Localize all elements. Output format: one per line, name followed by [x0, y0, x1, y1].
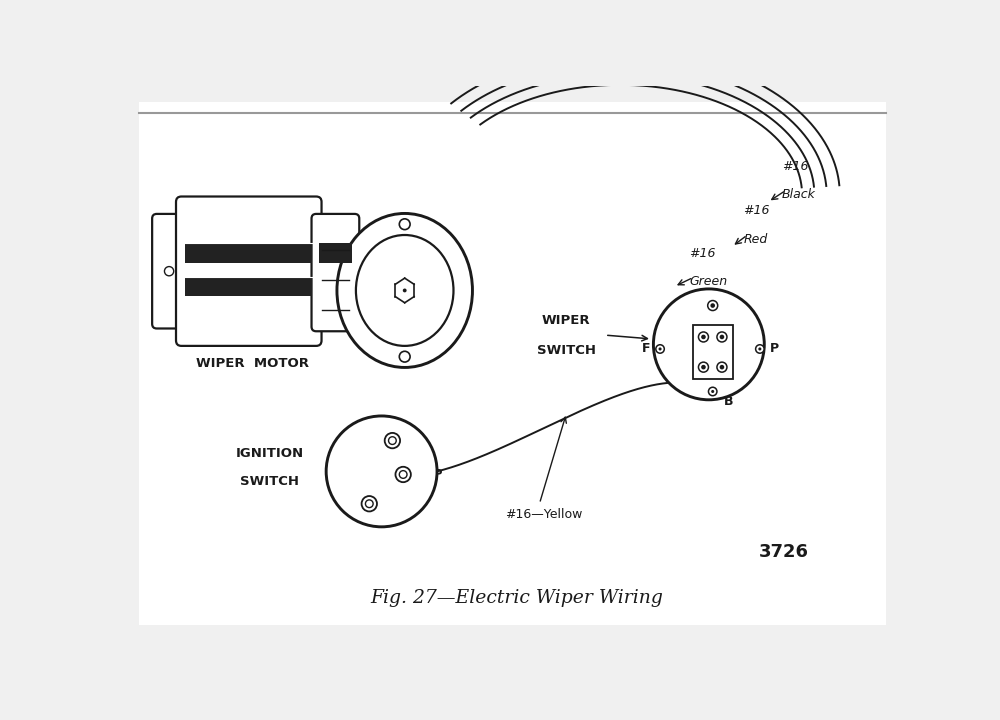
Text: F: F [642, 343, 650, 356]
Circle shape [758, 348, 761, 351]
Bar [319, 243, 352, 263]
Circle shape [708, 387, 717, 396]
Text: WIPER: WIPER [542, 315, 591, 328]
Circle shape [399, 351, 410, 362]
Circle shape [698, 332, 708, 342]
Circle shape [701, 335, 706, 339]
Circle shape [698, 362, 708, 372]
Circle shape [399, 471, 407, 478]
Text: WIPER  MOTOR: WIPER MOTOR [196, 357, 309, 370]
Circle shape [395, 467, 411, 482]
Text: A: A [724, 295, 734, 308]
Circle shape [708, 300, 718, 310]
Text: Black: Black [782, 188, 816, 201]
Circle shape [659, 348, 662, 351]
Circle shape [164, 266, 174, 276]
Circle shape [756, 345, 764, 354]
Text: #16—Yellow: #16—Yellow [505, 508, 582, 521]
Circle shape [399, 219, 410, 230]
Ellipse shape [356, 235, 453, 346]
Circle shape [389, 437, 396, 444]
Text: Red: Red [744, 233, 768, 246]
Text: #16: #16 [744, 204, 770, 217]
Text: COIL: COIL [380, 498, 411, 510]
Circle shape [717, 332, 727, 342]
Circle shape [365, 500, 373, 508]
FancyBboxPatch shape [312, 214, 359, 331]
Circle shape [656, 345, 664, 354]
FancyBboxPatch shape [152, 214, 186, 328]
FancyBboxPatch shape [139, 102, 886, 626]
Text: Green: Green [690, 275, 728, 288]
Bar [185, 276, 312, 296]
Text: GA: GA [403, 436, 422, 449]
Text: #16: #16 [782, 160, 808, 173]
Circle shape [717, 362, 727, 372]
Text: AMP: AMP [414, 468, 443, 481]
Bar [693, 325, 733, 379]
Text: SWITCH: SWITCH [240, 475, 299, 488]
Circle shape [385, 433, 400, 449]
Text: SWITCH: SWITCH [537, 344, 596, 357]
Text: B: B [724, 395, 734, 408]
Text: Fig. 27—Electric Wiper Wiring: Fig. 27—Electric Wiper Wiring [370, 590, 663, 608]
Ellipse shape [337, 213, 472, 367]
Circle shape [701, 365, 706, 369]
Text: 3726: 3726 [759, 544, 809, 562]
Circle shape [653, 289, 764, 400]
Text: #16: #16 [690, 247, 716, 260]
Bar [185, 243, 312, 263]
Circle shape [403, 289, 407, 292]
FancyBboxPatch shape [176, 197, 322, 346]
Circle shape [710, 303, 715, 308]
Circle shape [720, 365, 724, 369]
Text: P: P [770, 343, 779, 356]
Circle shape [720, 335, 724, 339]
Circle shape [362, 496, 377, 511]
Circle shape [326, 416, 437, 527]
Text: IGNITION: IGNITION [236, 447, 304, 460]
Circle shape [711, 390, 714, 393]
